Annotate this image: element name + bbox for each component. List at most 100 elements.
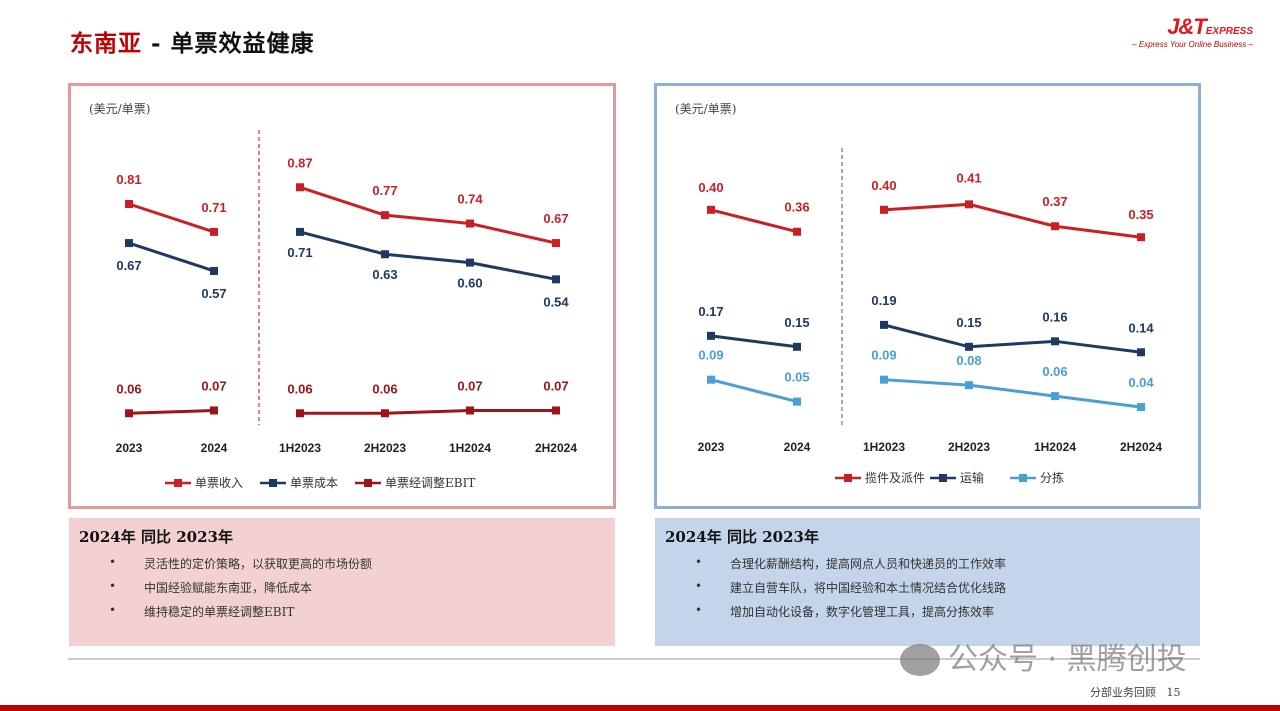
data-point — [1137, 403, 1145, 412]
revenue-cost-chart-panel: (美元/单票) — [68, 83, 616, 509]
data-label: 0.14 — [1128, 320, 1154, 335]
data-label: 0.36 — [784, 200, 809, 215]
notes-box-right: 2024年 同比 2023年 合理化薪酬结构，提高网点人员和快递员的工作效率建立… — [655, 518, 1200, 646]
data-point — [125, 239, 133, 248]
logo-sub: EXPRESS — [1205, 26, 1253, 37]
data-point — [381, 409, 389, 418]
logo-main: J&T — [1167, 14, 1207, 39]
series-line-2 — [710, 334, 798, 349]
data-label: 0.57 — [201, 286, 226, 301]
notes-heading: 2024年 同比 2023年 — [79, 528, 233, 546]
legend-label: 单票成本 — [290, 476, 338, 490]
data-label: 0.37 — [1042, 194, 1067, 209]
series-line-1 — [710, 208, 798, 234]
note-item: 中国经验赋能东南亚，降低成本 — [109, 579, 605, 596]
data-label: 0.15 — [956, 315, 981, 330]
data-point — [210, 227, 218, 236]
legend-label: 分拣 — [1040, 470, 1064, 485]
footer-divider — [68, 658, 1200, 660]
data-label: 0.06 — [116, 381, 141, 396]
note-item: 增加自动化设备，数字化管理工具，提高分拣效率 — [695, 603, 1190, 620]
x-tick-label: 1H2023 — [279, 441, 321, 455]
data-label: 0.77 — [372, 183, 397, 198]
legend-marker — [939, 474, 947, 482]
data-label: 0.67 — [543, 211, 568, 226]
data-label: 0.09 — [698, 348, 723, 363]
data-label: 0.06 — [1042, 364, 1067, 379]
data-point — [552, 406, 560, 415]
legend-marker — [1019, 474, 1027, 482]
data-point — [210, 406, 218, 415]
data-point — [793, 397, 801, 406]
data-label: 0.63 — [372, 267, 397, 282]
series-line-3 — [128, 408, 215, 415]
cost-breakdown-chart-panel: (美元/单票) — [654, 83, 1201, 509]
series-line-1 — [883, 202, 1142, 239]
data-point — [1137, 348, 1145, 357]
wechat-icon — [900, 644, 940, 676]
data-label: 0.15 — [784, 315, 809, 330]
series-line-2 — [883, 323, 1142, 354]
note-item: 维持稳定的单票经调整EBIT — [109, 603, 605, 620]
x-tick-label: 2H2023 — [948, 440, 990, 454]
notes-heading: 2024年 同比 2023年 — [665, 528, 819, 546]
note-item: 灵活性的定价策略，以获取更高的市场份额 — [109, 555, 605, 572]
data-label: 0.40 — [871, 178, 896, 193]
data-label: 0.05 — [784, 370, 809, 385]
series-line-3 — [300, 408, 556, 415]
data-point — [965, 342, 973, 351]
x-tick-label: 2024 — [784, 440, 811, 454]
data-point — [880, 205, 888, 214]
x-tick-label: 2H2024 — [535, 441, 577, 455]
data-label: 0.07 — [201, 378, 226, 393]
data-point — [965, 381, 973, 390]
data-point — [552, 275, 560, 284]
data-point — [1051, 392, 1059, 401]
page-number: 15 — [1166, 686, 1181, 699]
x-tick-label: 2023 — [116, 441, 143, 455]
title-region: 东南亚 — [70, 30, 142, 57]
data-label: 0.67 — [116, 258, 141, 273]
data-label: 0.07 — [457, 378, 482, 393]
data-label: 0.60 — [457, 276, 482, 291]
series-line-3 — [710, 378, 798, 404]
data-point — [707, 375, 715, 384]
data-point — [381, 211, 389, 220]
x-tick-label: 2024 — [201, 441, 228, 455]
legend-marker — [844, 474, 852, 482]
data-label: 0.19 — [871, 293, 896, 308]
data-point — [466, 258, 474, 267]
x-tick-label: 1H2023 — [863, 440, 905, 454]
legend-label: 揽件及派件 — [865, 471, 925, 485]
data-point — [1051, 337, 1059, 346]
data-label: 0.71 — [201, 200, 226, 215]
data-point — [381, 250, 389, 259]
data-label: 0.08 — [956, 353, 981, 368]
data-label: 0.74 — [457, 192, 483, 207]
data-label: 0.81 — [116, 172, 141, 187]
data-point — [793, 342, 801, 351]
x-tick-label: 2H2023 — [364, 441, 406, 455]
data-label: 0.07 — [543, 378, 568, 393]
series-line-1 — [299, 185, 557, 245]
logo-tagline: – Express Your Online Business – — [1132, 40, 1253, 49]
data-point — [466, 406, 474, 415]
x-tick-label: 2023 — [698, 440, 725, 454]
x-tick-label: 1H2024 — [1034, 440, 1076, 454]
data-label: 0.09 — [871, 348, 896, 363]
legend-label: 单票收入 — [195, 476, 243, 490]
series-line-2 — [299, 230, 557, 281]
title-text: - 单票效益健康 — [142, 30, 315, 57]
data-point — [793, 227, 801, 236]
x-tick-label: 1H2024 — [449, 441, 491, 455]
legend-marker — [174, 479, 182, 487]
data-label: 0.87 — [287, 155, 312, 170]
data-point — [1137, 233, 1145, 242]
data-point — [965, 200, 973, 209]
footer: 分部业务回顾 15 — [1090, 686, 1181, 700]
data-point — [880, 375, 888, 384]
data-point — [296, 227, 304, 236]
series-line-1 — [128, 202, 215, 234]
data-point — [880, 320, 888, 329]
data-point — [707, 331, 715, 340]
